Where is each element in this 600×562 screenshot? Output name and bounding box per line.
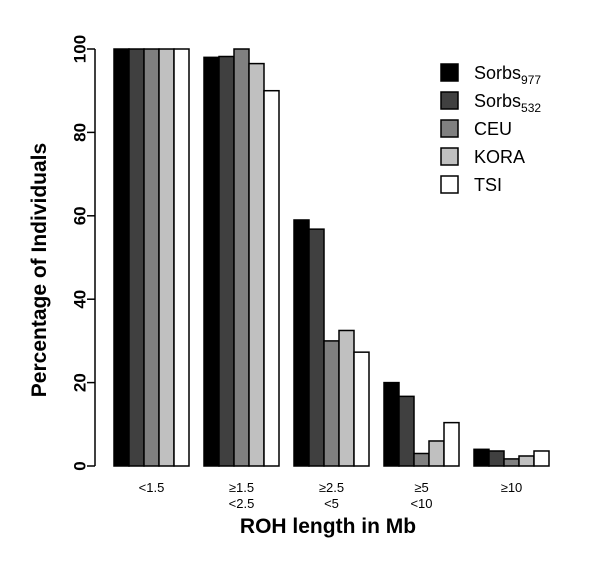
y-tick-label: 0 bbox=[71, 461, 90, 470]
y-axis-title: Percentage of Individuals bbox=[28, 143, 51, 397]
bar bbox=[233, 48, 250, 467]
x-tick-label: ≥10 bbox=[501, 480, 523, 495]
bar bbox=[518, 455, 535, 467]
x-tick-label: <5 bbox=[324, 496, 339, 511]
bars bbox=[113, 48, 550, 467]
legend-label: TSI bbox=[474, 175, 502, 195]
x-axis-labels: <1.5 ≥1.5<2.5 ≥2.5<5 ≥5<10 ≥10 bbox=[139, 480, 523, 511]
bar bbox=[248, 62, 265, 467]
x-tick-label: ≥2.5 bbox=[319, 480, 344, 495]
bar bbox=[488, 450, 505, 467]
bar bbox=[398, 395, 415, 467]
bar bbox=[413, 452, 430, 467]
bar bbox=[533, 450, 550, 467]
bar bbox=[113, 48, 130, 467]
bar bbox=[173, 48, 190, 467]
legend-label: KORA bbox=[474, 147, 525, 167]
y-tick-label: 80 bbox=[71, 123, 90, 142]
y-tick-label: 100 bbox=[71, 35, 90, 63]
x-axis-title: ROH length in Mb bbox=[240, 515, 416, 538]
bar bbox=[443, 421, 460, 467]
x-tick-label: <1.5 bbox=[139, 480, 165, 495]
bar bbox=[143, 48, 160, 467]
y-tick-label: 20 bbox=[71, 373, 90, 392]
x-tick-label: ≥5 bbox=[414, 480, 428, 495]
bar bbox=[503, 458, 520, 467]
x-tick-label: <10 bbox=[410, 496, 432, 511]
y-tick-label: 40 bbox=[71, 290, 90, 309]
legend-swatch bbox=[440, 91, 459, 110]
x-tick-label: ≥1.5 bbox=[229, 480, 254, 495]
bar bbox=[473, 448, 490, 467]
legend-label: Sorbs532 bbox=[474, 91, 541, 115]
legend-label: CEU bbox=[474, 119, 512, 139]
bar bbox=[218, 55, 235, 467]
bar bbox=[308, 228, 325, 467]
legend-label: Sorbs977 bbox=[474, 63, 541, 87]
legend-swatch bbox=[440, 119, 459, 138]
legend-swatch bbox=[440, 175, 459, 194]
bar bbox=[293, 219, 310, 467]
bar bbox=[383, 381, 400, 467]
legend-swatch bbox=[440, 147, 459, 166]
bar bbox=[128, 48, 145, 467]
y-tick-label: 60 bbox=[71, 206, 90, 225]
bar bbox=[323, 340, 340, 467]
legend: Sorbs977 Sorbs532 CEU KORA TSI bbox=[440, 63, 541, 195]
bar bbox=[203, 56, 220, 467]
bar bbox=[338, 329, 355, 467]
bar bbox=[353, 351, 370, 467]
bar bbox=[263, 89, 280, 467]
legend-swatch bbox=[440, 63, 459, 82]
bar bbox=[158, 48, 175, 467]
y-axis: 0 20 40 60 80 100 bbox=[71, 35, 96, 471]
bar bbox=[428, 440, 445, 467]
x-tick-label: <2.5 bbox=[229, 496, 255, 511]
